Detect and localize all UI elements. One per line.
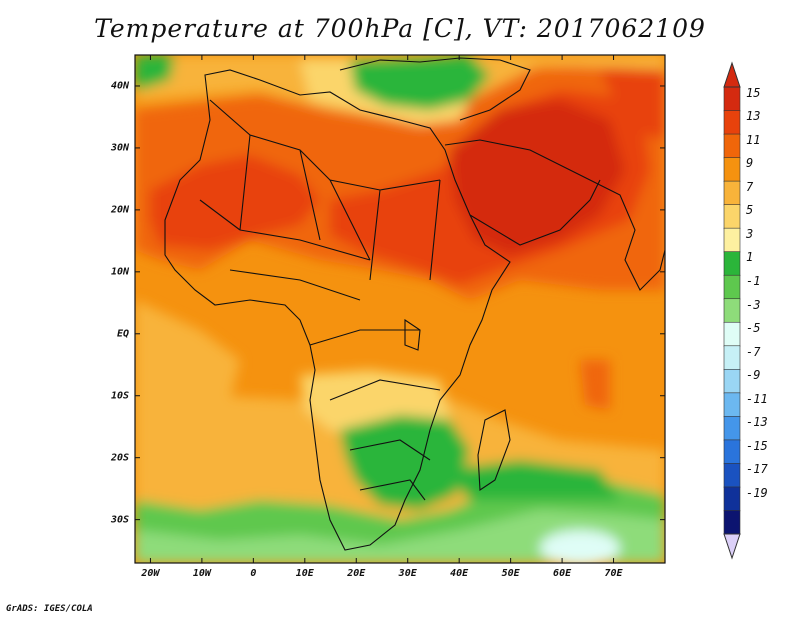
colorbar-level-label: -15 [746, 438, 768, 453]
colorbar-level-label: -19 [746, 485, 768, 500]
colorbar-level-label: -17 [746, 462, 768, 477]
colorbar-level-label: 7 [746, 179, 754, 194]
arabia-india-coast [444, 139, 665, 291]
colorbar-level-label: -13 [746, 415, 768, 430]
colorbar-swatch [723, 510, 741, 535]
colorbar-bottom-arrow [723, 533, 741, 560]
colorbar-swatch [723, 157, 741, 182]
colorbar-swatch [723, 298, 741, 324]
lon-tick-label: 50E [501, 568, 520, 579]
field-7-west-atlantic [135, 300, 240, 420]
colorbar-swatch [723, 321, 741, 347]
lon-tick-label: 60E [553, 568, 572, 579]
field-1-plateau [340, 415, 470, 510]
software-credit: GrADS: IGES/COLA [6, 604, 93, 614]
colorbar-top-arrow [723, 61, 741, 88]
colorbar-level-label: 11 [746, 132, 761, 147]
colorbar-swatch [723, 369, 741, 394]
field-1-turkey [350, 55, 490, 110]
colorbar-level-label: 13 [746, 109, 761, 124]
lon-tick-label: 30E [398, 568, 417, 579]
colorbar-swatch [723, 204, 741, 229]
colorbar-swatch [723, 251, 741, 277]
colorbar-level-label: 1 [746, 250, 754, 265]
colorbar-swatch [723, 392, 741, 418]
colorbar-level-label: -9 [746, 368, 761, 383]
field-15 [450, 100, 625, 255]
colorbar-swatch [723, 110, 741, 135]
field-11-indian [580, 360, 610, 410]
colorbar-level-label: 5 [746, 203, 754, 218]
colorbar-swatch [723, 486, 741, 512]
colorbar-swatch [723, 227, 741, 253]
colorbar-level-label: 9 [746, 156, 754, 171]
colorbar-level-label: 3 [746, 226, 754, 241]
field-minus3-pocket [540, 530, 620, 563]
colorbar-level-label: -5 [746, 321, 761, 336]
page-title: Temperature at 700hPa [C], VT: 201706210… [94, 14, 706, 43]
lat-tick-label: 30S [110, 514, 129, 526]
lat-tick-label: 20S [110, 452, 129, 464]
field-13-west [150, 155, 320, 250]
colorbar-level-label: -11 [746, 391, 768, 406]
lake-victoria [404, 318, 421, 351]
plot-frame [134, 54, 666, 564]
africa-coastline [164, 69, 511, 551]
lon-tick-label: 0 [250, 568, 257, 579]
lon-tick-label: 20W [141, 568, 160, 579]
field-13-northeast [600, 60, 665, 140]
lon-tick-label: 10W [192, 568, 211, 579]
lat-tick-label: 20N [110, 204, 129, 216]
colorbar [723, 61, 741, 560]
lon-tick-label: 70E [604, 568, 623, 579]
lon-tick-label: 20E [347, 568, 366, 579]
lat-tick-label: EQ [116, 328, 129, 340]
country-borders [199, 99, 441, 501]
colorbar-swatch [723, 439, 741, 465]
lat-tick-label: 30N [110, 142, 129, 154]
colorbar-swatch [723, 463, 741, 488]
colorbar-swatch [723, 416, 741, 441]
coastlines [164, 57, 665, 551]
lat-tick-label: 40N [110, 80, 129, 92]
colorbar-swatch [723, 274, 741, 300]
field-minus3-south [135, 510, 665, 563]
colorbar-level-label: -3 [746, 297, 761, 312]
arabian-coast [469, 179, 601, 246]
temperature-field [135, 55, 665, 563]
lon-tick-label: 10E [295, 568, 314, 579]
colorbar-swatch [723, 86, 741, 112]
colorbar-level-label: -1 [746, 273, 761, 288]
field-1-indian-ocean [440, 460, 620, 500]
lat-tick-label: 10S [110, 390, 129, 402]
colorbar-level-label: 15 [746, 85, 761, 100]
lon-tick-label: 40E [450, 568, 469, 579]
field-1-atlantic [135, 55, 175, 90]
axis-tick-marks [135, 55, 665, 563]
lat-tick-label: 10N [110, 266, 129, 278]
madagascar [477, 409, 511, 491]
colorbar-swatch [723, 180, 741, 206]
colorbar-level-label: -7 [746, 344, 761, 359]
colorbar-swatch [723, 133, 741, 159]
mediterranean-north [339, 57, 531, 121]
colorbar-swatch [723, 345, 741, 371]
